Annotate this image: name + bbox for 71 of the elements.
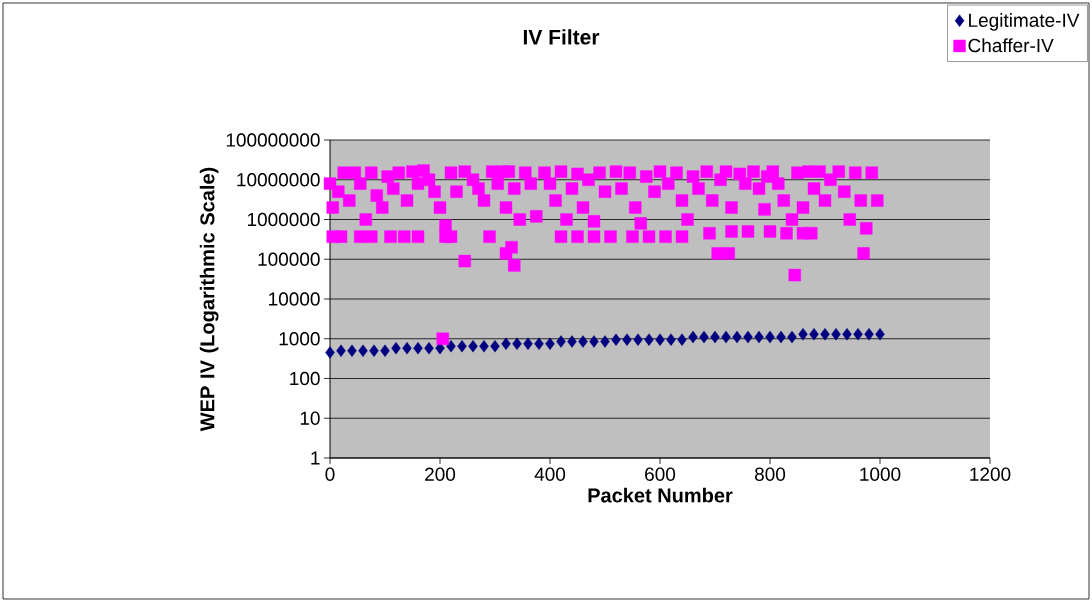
point — [710, 330, 720, 344]
point — [677, 333, 687, 346]
point — [413, 341, 423, 355]
point — [556, 335, 566, 348]
x-tick-label: 400 — [534, 467, 566, 481]
y-axis-title: WEP IV (Logarithmic Scale) — [199, 167, 219, 432]
y-tick-label: 100000000 — [226, 133, 320, 147]
point — [402, 341, 412, 355]
y-tick-label: 10000000 — [237, 173, 320, 187]
x-tick-label: 1000 — [860, 467, 901, 481]
point — [875, 328, 885, 341]
point — [842, 328, 852, 341]
point — [853, 328, 863, 341]
point — [578, 335, 588, 348]
point — [754, 330, 764, 344]
point — [611, 333, 621, 346]
point — [424, 341, 434, 355]
x-tick-label: 1200 — [970, 467, 1011, 481]
point — [743, 330, 753, 344]
point — [457, 339, 467, 353]
x-axis-title: Packet Number — [588, 487, 733, 503]
point — [589, 335, 599, 348]
point — [446, 339, 456, 353]
point — [699, 330, 709, 344]
point — [490, 339, 500, 353]
point — [732, 330, 742, 344]
point — [864, 328, 874, 341]
legend-label: Legitimate-IV — [969, 13, 1080, 31]
legend-label: Chaffer-IV — [968, 38, 1054, 53]
point — [336, 344, 346, 357]
point — [347, 344, 357, 357]
point — [776, 330, 786, 344]
point — [325, 346, 335, 359]
point — [721, 330, 731, 344]
y-tick-label: 10 — [300, 411, 320, 425]
y-tick-label: 1000000 — [247, 212, 320, 227]
point — [666, 333, 676, 346]
point — [820, 328, 830, 341]
y-tick-label: 1 — [311, 451, 320, 465]
point — [468, 339, 478, 353]
y-tick-label: 1000 — [279, 332, 320, 346]
x-tick-label: 0 — [325, 467, 335, 481]
point — [391, 341, 401, 355]
point — [655, 333, 665, 346]
point — [633, 333, 643, 346]
chart-title: IV Filter — [523, 29, 600, 45]
y-tick-label: 10000 — [269, 292, 320, 306]
point — [523, 337, 533, 350]
y-tick-label: 100 — [290, 371, 320, 386]
point — [369, 344, 379, 357]
point — [831, 328, 841, 341]
point — [809, 328, 819, 341]
point — [534, 337, 544, 350]
y-tick-label: 100000 — [258, 252, 320, 266]
point — [600, 335, 610, 348]
point — [512, 337, 522, 350]
point — [798, 328, 808, 341]
point — [765, 330, 775, 344]
point — [380, 344, 390, 357]
point — [501, 337, 511, 350]
point — [479, 339, 489, 353]
x-tick-label: 600 — [645, 467, 676, 481]
point — [787, 330, 797, 344]
point — [358, 344, 368, 357]
point — [688, 330, 698, 344]
point — [545, 337, 555, 350]
point — [567, 335, 577, 348]
point — [644, 333, 654, 346]
x-tick-label: 200 — [425, 467, 456, 481]
x-tick-label: 800 — [754, 467, 786, 481]
point — [622, 333, 632, 346]
